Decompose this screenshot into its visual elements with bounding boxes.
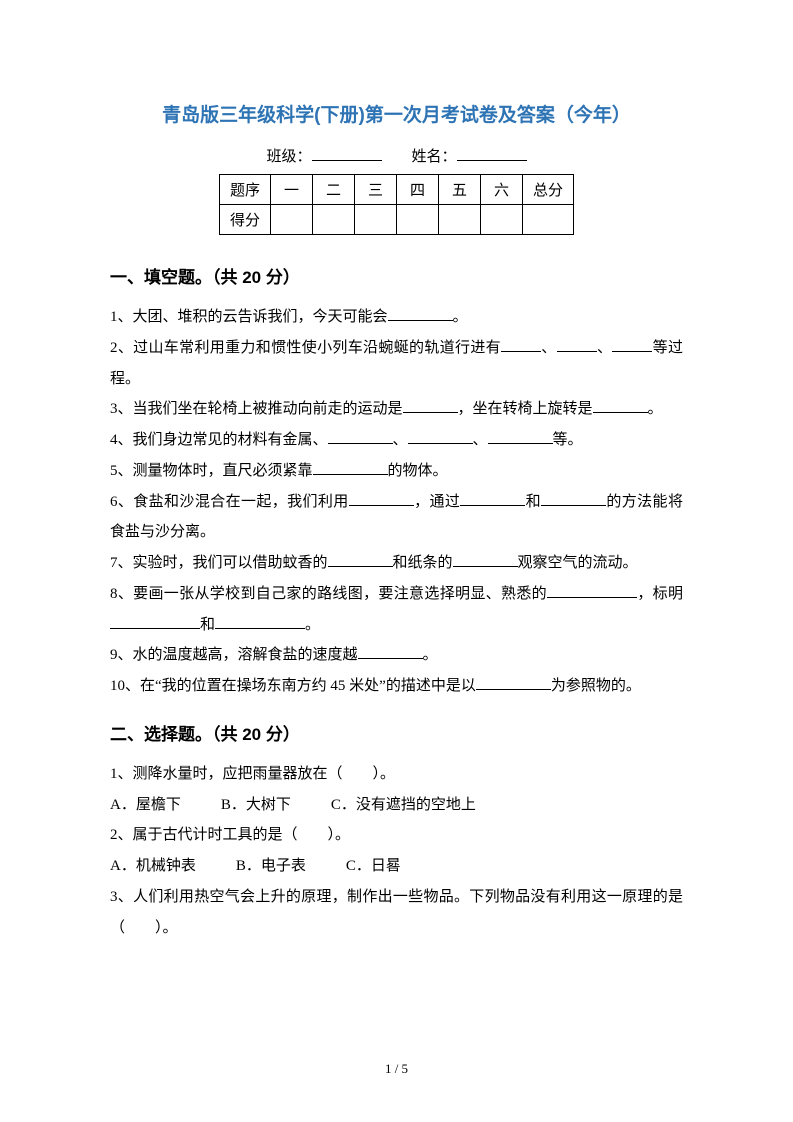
th-4: 四 (397, 175, 439, 205)
score-table-header-row: 题序 一 二 三 四 五 六 总分 (219, 175, 573, 205)
name-label: 姓名： (412, 149, 457, 165)
class-label: 班级： (266, 149, 311, 165)
text: 1、大团、堆积的云告诉我们，今天可能会 (110, 309, 388, 325)
class-blank[interactable] (312, 146, 382, 161)
td-score-6[interactable] (481, 205, 523, 235)
fill-blank[interactable] (476, 675, 551, 690)
s2-q1-options: A．屋檐下 B．大树下 C．没有遮挡的空地上 (110, 790, 683, 821)
th-total: 总分 (523, 175, 574, 205)
text: 、 (473, 432, 488, 448)
text: 、 (541, 340, 557, 356)
text: 、 (597, 340, 613, 356)
s1-q3: 3、当我们坐在轮椅上被推动向前走的运动是 ，坐在转椅上旋转是 。 (110, 394, 683, 425)
text: 和 (200, 617, 215, 633)
s1-q5: 5、测量物体时，直尺必须紧靠 的物体。 (110, 456, 683, 487)
th-seq: 题序 (219, 175, 270, 205)
s1-q6: 6、食盐和沙混合在一起，我们利用，通过和的方法能将食盐与沙分离。 (110, 487, 683, 549)
text: ，标明 (637, 586, 683, 602)
td-score-3[interactable] (355, 205, 397, 235)
fill-blank[interactable] (541, 491, 606, 506)
fill-blank[interactable] (358, 644, 423, 659)
text: 和纸条的 (393, 555, 453, 571)
td-score-label: 得分 (219, 205, 270, 235)
fill-blank[interactable] (460, 491, 525, 506)
th-5: 五 (439, 175, 481, 205)
section-1-heading: 一、填空题。（共 20 分） (110, 263, 683, 288)
text: 等。 (553, 432, 583, 448)
text: 9、水的温度越高，溶解食盐的速度越 (110, 647, 358, 663)
text: 2、过山车常利用重力和惯性使小列车沿蜿蜒的轨道行进有 (110, 340, 501, 356)
s2-q1: 1、测降水量时，应把雨量器放在（ ）。 (110, 759, 683, 790)
fill-blank[interactable] (488, 429, 553, 444)
text: 7、实验时，我们可以借助蚊香的 (110, 555, 328, 571)
text: 10、在“我的位置在操场东南方约 45 米处”的描述中是以 (110, 678, 476, 694)
option-c[interactable]: C．日晷 (346, 851, 401, 882)
fill-blank[interactable] (388, 306, 453, 321)
s2-q2: 2、属于古代计时工具的是（ ）。 (110, 820, 683, 851)
td-score-total[interactable] (523, 205, 574, 235)
th-2: 二 (313, 175, 355, 205)
s1-q2: 2、过山车常利用重力和惯性使小列车沿蜿蜒的轨道行进有、、等过程。 (110, 333, 683, 395)
score-table: 题序 一 二 三 四 五 六 总分 得分 (219, 174, 574, 235)
option-b[interactable]: B．大树下 (221, 790, 291, 821)
td-score-2[interactable] (313, 205, 355, 235)
option-c[interactable]: C．没有遮挡的空地上 (331, 790, 476, 821)
class-name-row: 班级： 姓名： (110, 145, 683, 166)
fill-blank[interactable] (349, 491, 414, 506)
text: 5、测量物体时，直尺必须紧靠 (110, 463, 313, 479)
s1-q8: 8、要画一张从学校到自己家的路线图，要注意选择明显、熟悉的 ，标明和 。 (110, 579, 683, 641)
text: 的物体。 (388, 463, 448, 479)
text: 。 (305, 617, 320, 633)
text: ，通过 (414, 494, 461, 510)
text: 3、当我们坐在轮椅上被推动向前走的运动是 (110, 401, 403, 417)
text: 8、要画一张从学校到自己家的路线图，要注意选择明显、熟悉的 (110, 586, 547, 602)
text: 。 (453, 309, 468, 325)
fill-blank[interactable] (612, 337, 652, 352)
s1-q9: 9、水的温度越高，溶解食盐的速度越 。 (110, 640, 683, 671)
name-blank[interactable] (457, 146, 527, 161)
fill-blank[interactable] (313, 460, 388, 475)
page-title: 青岛版三年级科学(下册)第一次月考试卷及答案（今年） (110, 100, 683, 127)
text: 和 (525, 494, 541, 510)
text: 。 (423, 647, 438, 663)
option-a[interactable]: A．屋檐下 (110, 790, 181, 821)
text: ，坐在转椅上旋转是 (458, 401, 593, 417)
th-1: 一 (271, 175, 313, 205)
th-6: 六 (481, 175, 523, 205)
text: 为参照物的。 (551, 678, 641, 694)
text: 。 (648, 401, 663, 417)
fill-blank[interactable] (453, 552, 518, 567)
text: 、 (393, 432, 408, 448)
text: 6、食盐和沙混合在一起，我们利用 (110, 494, 349, 510)
score-table-score-row: 得分 (219, 205, 573, 235)
fill-blank[interactable] (328, 429, 393, 444)
page-number: 1 / 5 (0, 1061, 793, 1077)
fill-blank[interactable] (110, 614, 200, 629)
fill-blank[interactable] (547, 583, 637, 598)
text: 观察空气的流动。 (518, 555, 638, 571)
fill-blank[interactable] (403, 398, 458, 413)
fill-blank[interactable] (501, 337, 541, 352)
s1-q4: 4、我们身边常见的材料有金属、 、 、 等。 (110, 425, 683, 456)
td-score-4[interactable] (397, 205, 439, 235)
s1-q1: 1、大团、堆积的云告诉我们，今天可能会 。 (110, 302, 683, 333)
fill-blank[interactable] (408, 429, 473, 444)
fill-blank[interactable] (215, 614, 305, 629)
text: 4、我们身边常见的材料有金属、 (110, 432, 328, 448)
fill-blank[interactable] (593, 398, 648, 413)
fill-blank[interactable] (328, 552, 393, 567)
s1-q7: 7、实验时，我们可以借助蚊香的 和纸条的 观察空气的流动。 (110, 548, 683, 579)
s1-q10: 10、在“我的位置在操场东南方约 45 米处”的描述中是以 为参照物的。 (110, 671, 683, 702)
td-score-5[interactable] (439, 205, 481, 235)
option-b[interactable]: B．电子表 (236, 851, 306, 882)
th-3: 三 (355, 175, 397, 205)
fill-blank[interactable] (557, 337, 597, 352)
option-a[interactable]: A．机械钟表 (110, 851, 196, 882)
s2-q2-options: A．机械钟表 B．电子表 C．日晷 (110, 851, 683, 882)
td-score-1[interactable] (271, 205, 313, 235)
s2-q3: 3、人们利用热空气会上升的原理，制作出一些物品。下列物品没有利用这一原理的是（ … (110, 882, 683, 944)
exam-page: 青岛版三年级科学(下册)第一次月考试卷及答案（今年） 班级： 姓名： 题序 一 … (0, 0, 793, 1122)
section-2-heading: 二、选择题。（共 20 分） (110, 720, 683, 745)
